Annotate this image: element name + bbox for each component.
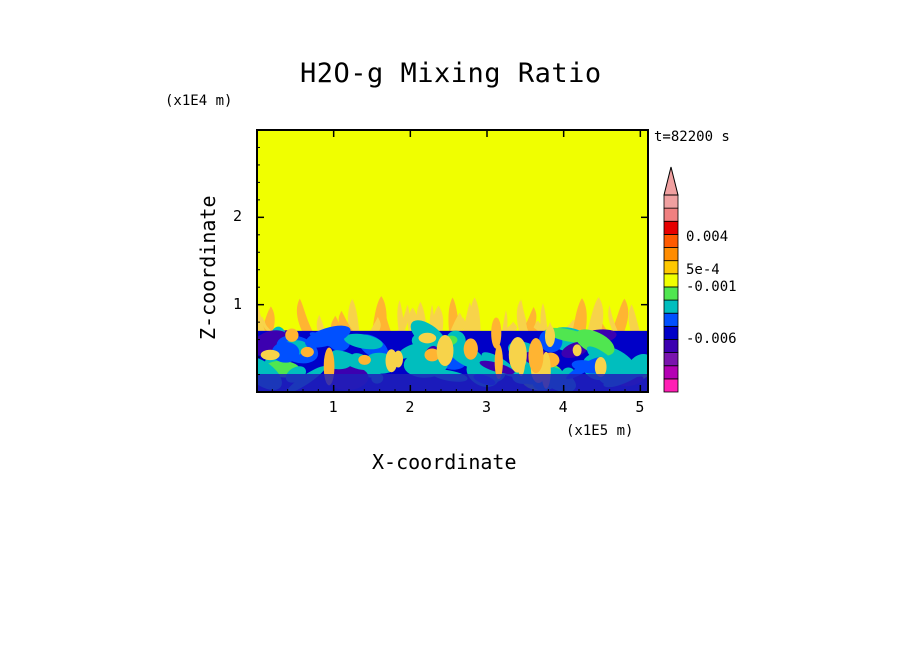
updraft (260, 349, 280, 361)
plume (499, 321, 518, 333)
bl-eddy (575, 329, 615, 356)
updraft (544, 325, 556, 348)
plume (611, 298, 629, 333)
updraft (508, 336, 527, 373)
updraft (358, 354, 371, 365)
updraft (594, 356, 607, 377)
bl-eddy (628, 354, 648, 377)
colorbar-swatch (663, 325, 679, 340)
plume (572, 298, 587, 333)
updraft (300, 346, 314, 358)
plume (449, 312, 464, 333)
plume (628, 304, 641, 333)
colorbar (663, 166, 679, 393)
colorbar-swatch (663, 207, 679, 222)
y-axis-unit: (x1E4 m) (165, 93, 233, 109)
plume (469, 297, 481, 333)
y-tick-label: 2 (233, 207, 243, 226)
plume (396, 304, 410, 333)
x-tick-label: 4 (558, 398, 568, 416)
x-tick-label: 2 (405, 398, 415, 416)
colorbar-swatch (663, 352, 679, 367)
plume (347, 299, 360, 333)
updraft (494, 344, 503, 380)
updraft (491, 317, 502, 349)
plume (608, 305, 619, 333)
updraft (572, 344, 582, 357)
colorbar-label: 0.004 (686, 229, 729, 245)
updraft (528, 338, 544, 374)
x-axis-unit: (x1E5 m) (566, 423, 634, 439)
colorbar-swatch (663, 365, 679, 380)
plume (586, 297, 604, 333)
x-tick-label: 5 (635, 398, 645, 416)
colorbar-extend-arrow (663, 166, 679, 196)
colorbar-swatch (663, 220, 679, 235)
colorbar-swatch (663, 194, 679, 209)
time-label: t=82200 s (654, 129, 730, 145)
plume (316, 314, 326, 333)
y-tick-label: 1 (233, 294, 243, 313)
updraft (285, 328, 299, 342)
bl-eddy (566, 357, 602, 380)
colorbar-swatch (663, 260, 679, 275)
plot-frame (256, 129, 649, 393)
x-tick-label: 3 (482, 398, 492, 416)
updraft (393, 350, 403, 368)
y-axis-label: Z-coordinate (196, 195, 220, 341)
plume (540, 303, 548, 333)
colorbar-label: -0.006 (686, 331, 737, 347)
plume (526, 321, 541, 333)
colorbar-swatch (663, 312, 679, 327)
plume (263, 320, 274, 333)
colorbar-swatch (663, 247, 679, 262)
updraft (424, 348, 440, 362)
bl-eddy (305, 325, 351, 348)
bl-eddy (344, 333, 383, 350)
colorbar-swatch (663, 273, 679, 288)
contour-field (257, 130, 648, 392)
colorbar-swatch (663, 286, 679, 301)
plume (296, 298, 314, 333)
updraft (436, 335, 454, 367)
updraft (463, 338, 478, 360)
updraft (418, 332, 437, 344)
plume (519, 299, 529, 333)
surface-band (257, 374, 648, 392)
colorbar-swatch (663, 299, 679, 314)
colorbar-label: 5e-4 (686, 262, 720, 278)
plume (369, 316, 381, 333)
bl-eddy (332, 350, 369, 371)
plume (501, 310, 508, 333)
x-axis-label: X-coordinate (372, 450, 517, 474)
colorbar-label: -0.001 (686, 279, 737, 295)
colorbar-swatch (663, 233, 679, 248)
x-tick-label: 1 (328, 398, 338, 416)
colorbar-swatch (663, 339, 679, 354)
colorbar-swatch (663, 378, 679, 393)
axis-ticks (257, 130, 648, 392)
bl-eddy (271, 341, 300, 363)
plume (257, 301, 266, 333)
chart-title: H2O-g Mixing Ratio (300, 58, 602, 89)
